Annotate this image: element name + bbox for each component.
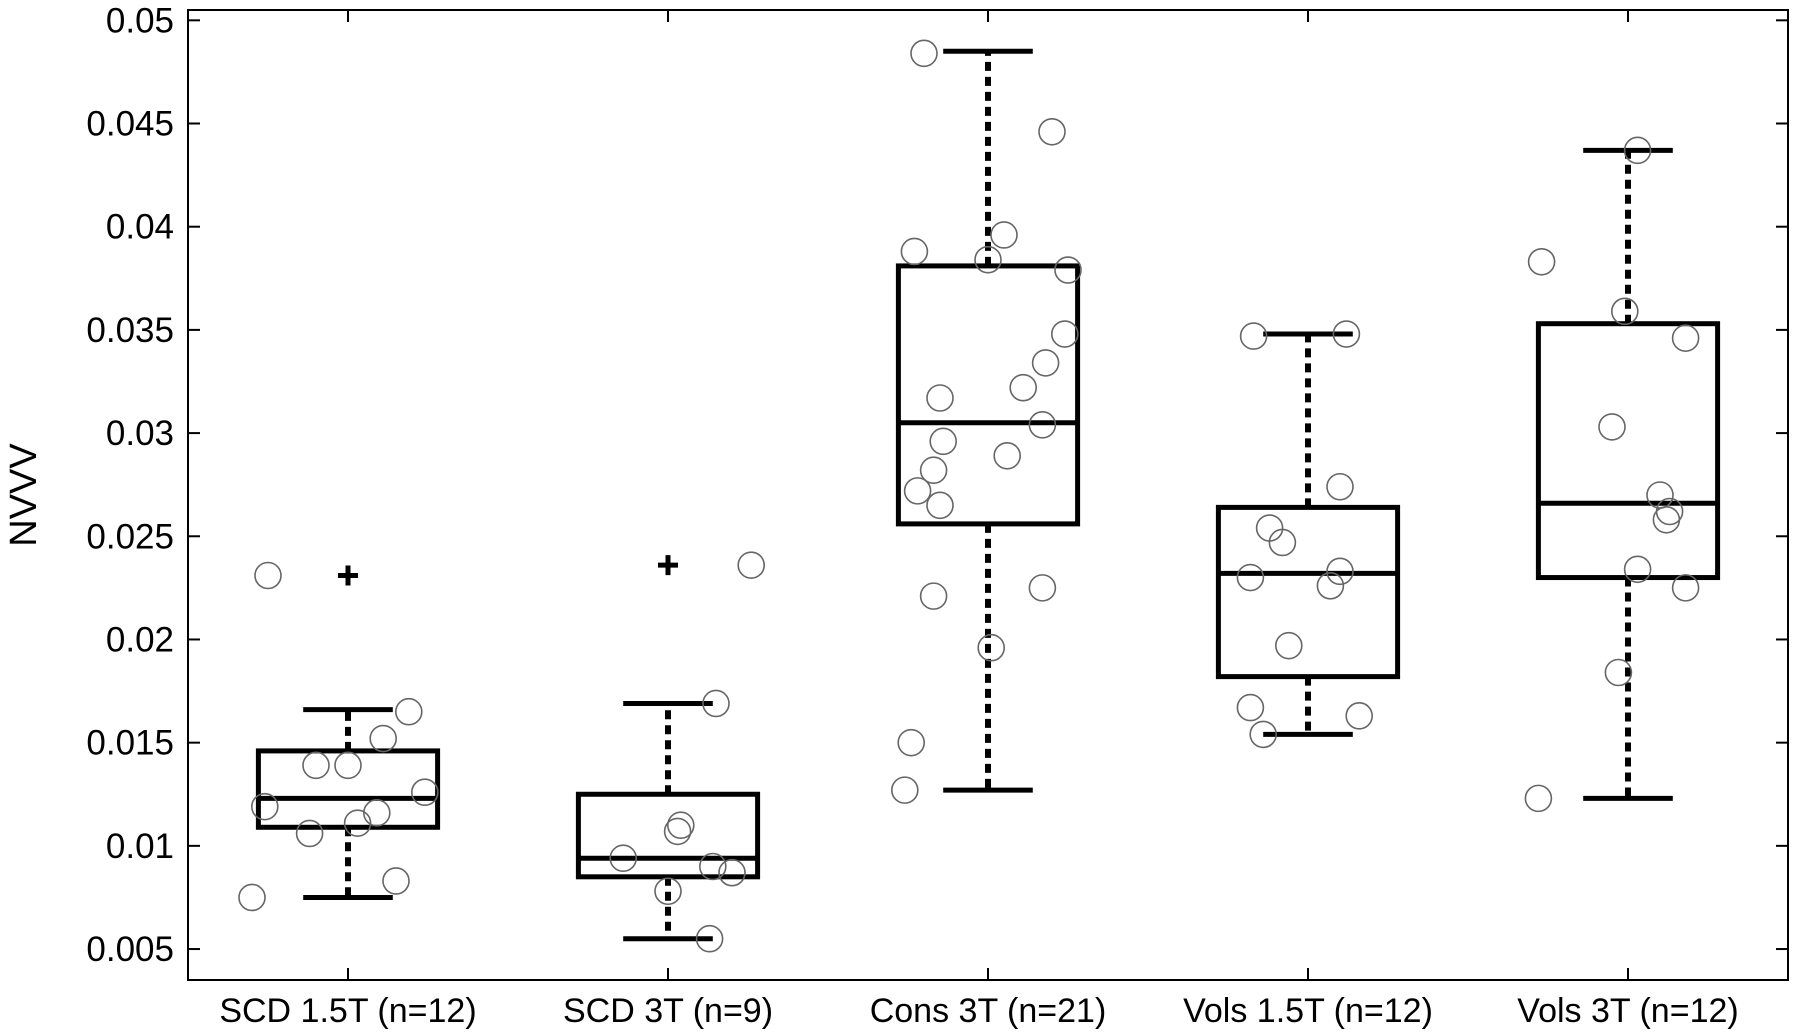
data-point <box>295 819 324 848</box>
outlier-marker <box>338 565 358 586</box>
data-point <box>394 697 423 726</box>
y-axis-ticks: 0.005 0.01 0.015 0.02 0.025 0.03 0.035 0.04 0.04… <box>86 1 1788 969</box>
data-point <box>698 852 727 881</box>
data-point <box>666 811 695 840</box>
data-point <box>974 245 1002 274</box>
data-point <box>702 689 730 718</box>
data-points <box>238 39 1700 953</box>
data-point <box>1652 505 1681 534</box>
data-point <box>1028 574 1057 602</box>
y-tick-label: 0.02 <box>106 620 174 659</box>
data-point <box>1236 563 1265 592</box>
data-point <box>919 582 948 610</box>
data-point <box>1054 256 1082 284</box>
y-tick-label: 0.03 <box>106 414 174 453</box>
y-tick-label: 0.045 <box>86 105 174 144</box>
data-point <box>1326 472 1354 501</box>
y-tick-label: 0.025 <box>86 517 174 556</box>
data-point <box>1009 373 1038 402</box>
data-point <box>990 221 1018 249</box>
category-label: Cons 3T (n=21) <box>870 992 1107 1030</box>
data-point <box>1611 297 1639 326</box>
data-point <box>890 776 919 804</box>
data-point <box>238 883 266 912</box>
data-point <box>900 237 929 266</box>
data-point <box>1268 528 1297 557</box>
data-point <box>1051 320 1079 348</box>
data-point <box>410 778 439 806</box>
category-label: Vols 1.5T (n=12) <box>1183 992 1433 1030</box>
data-point <box>1332 320 1361 348</box>
data-point <box>663 817 692 846</box>
data-point <box>1598 413 1626 441</box>
box-group <box>895 48 1081 793</box>
box <box>575 791 761 880</box>
data-point <box>1028 411 1057 439</box>
data-point <box>1326 557 1354 586</box>
data-point <box>382 867 410 895</box>
data-point <box>1345 702 1373 730</box>
data-point <box>903 477 932 505</box>
data-point <box>929 427 958 456</box>
data-point <box>302 751 330 780</box>
box <box>895 263 1081 527</box>
data-point <box>343 809 372 837</box>
data-point <box>718 858 746 887</box>
data-point <box>1038 117 1066 146</box>
data-point <box>250 792 279 821</box>
data-point <box>1316 572 1345 600</box>
x-axis-ticks: SCD 1.5T (n=12) SCD 3T (n=9) Cons 3T (n=21… <box>219 10 1739 1030</box>
category-label: SCD 1.5T (n=12) <box>219 992 476 1030</box>
y-axis-title: NVVV <box>3 443 45 547</box>
box-group <box>1215 331 1401 737</box>
category-label: SCD 3T (n=9) <box>563 992 773 1030</box>
data-point <box>334 751 362 780</box>
y-tick-label: 0.01 <box>106 827 174 866</box>
data-point <box>1239 322 1268 350</box>
box <box>1215 504 1401 680</box>
data-point <box>737 551 766 579</box>
data-point <box>1623 136 1652 165</box>
data-point <box>609 844 638 873</box>
data-point <box>993 441 1022 470</box>
data-point <box>1671 574 1700 602</box>
data-point <box>897 728 926 757</box>
y-tick-label: 0.015 <box>86 724 174 763</box>
data-point <box>919 456 948 485</box>
data-point <box>1524 784 1553 813</box>
data-point <box>1275 631 1303 660</box>
data-point <box>926 384 954 412</box>
data-point <box>254 561 282 590</box>
data-point <box>926 491 954 520</box>
data-point <box>1031 349 1060 377</box>
y-tick-label: 0.035 <box>86 311 174 350</box>
data-point <box>362 799 391 827</box>
data-point <box>1604 658 1633 687</box>
box-group <box>575 555 761 942</box>
data-point <box>1671 324 1700 352</box>
data-point <box>695 924 724 953</box>
data-point <box>1249 720 1277 749</box>
data-point <box>1236 693 1265 722</box>
data-point <box>1527 247 1556 276</box>
category-label: Vols 3T (n=12) <box>1517 992 1738 1030</box>
y-tick-label: 0.05 <box>106 1 174 40</box>
outlier-marker <box>658 555 678 576</box>
data-point <box>910 39 938 68</box>
y-tick-label: 0.005 <box>86 930 174 969</box>
data-point <box>654 877 682 906</box>
data-point <box>369 724 398 753</box>
y-tick-label: 0.04 <box>106 208 174 247</box>
data-point <box>977 633 1006 662</box>
data-point <box>1623 555 1652 584</box>
